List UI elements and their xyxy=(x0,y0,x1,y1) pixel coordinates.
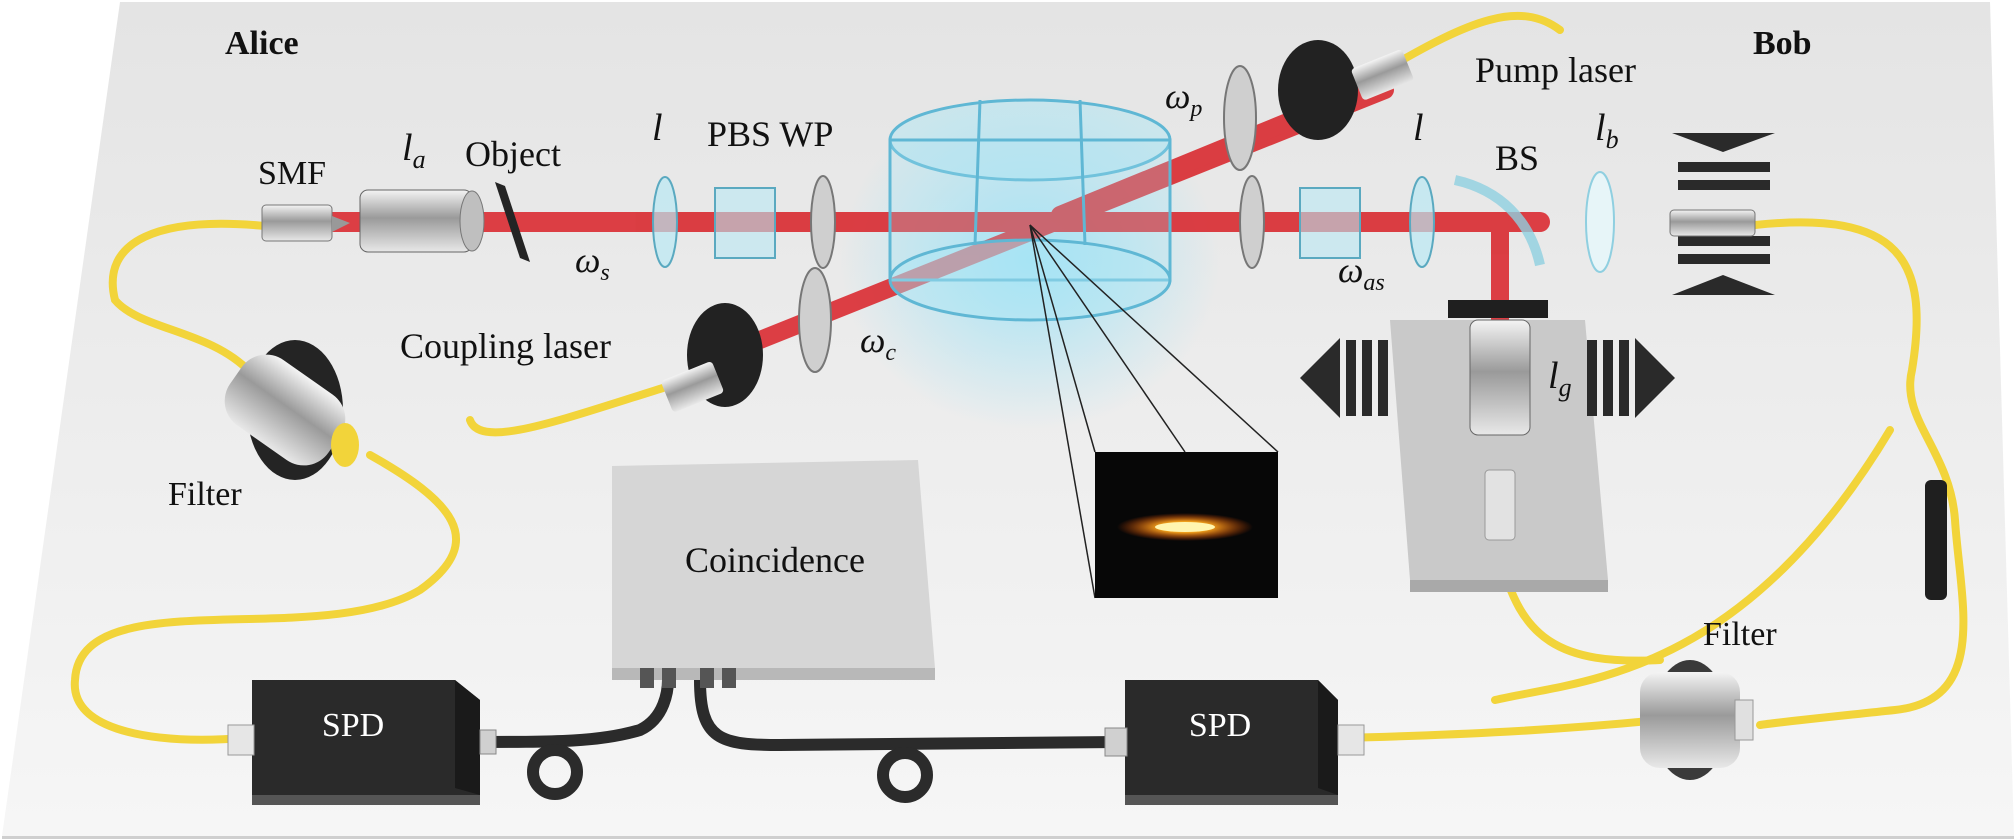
lens-lb xyxy=(1585,171,1615,273)
object-mask xyxy=(495,182,530,262)
smf-label: SMF xyxy=(258,155,326,192)
bs-label: BS xyxy=(1495,138,1539,178)
smf-connector xyxy=(261,204,350,242)
pump-wp xyxy=(1223,65,1257,171)
was-symbol: ωas xyxy=(1338,250,1385,296)
spd-right xyxy=(1104,680,1365,805)
pbs-right xyxy=(1299,187,1361,259)
coincidence-cables xyxy=(457,674,1126,803)
fiber-lg-loop xyxy=(1491,426,1894,704)
object-label: Object xyxy=(465,134,561,174)
stage-arrow-right xyxy=(1587,338,1675,418)
l-right-symbol: l xyxy=(1413,107,1424,149)
wc-symbol: ωc xyxy=(860,320,896,366)
wp-right xyxy=(1239,175,1265,269)
fiber-coupling-laser xyxy=(466,384,667,437)
spd-left-label: SPD xyxy=(322,707,384,744)
fiber-bob-collector xyxy=(1751,218,1968,729)
wp-symbol: ωp xyxy=(1165,76,1202,122)
cloud-glow xyxy=(840,90,1220,430)
coupling-laser-label: Coupling laser xyxy=(400,326,611,366)
pump-collimator xyxy=(1278,40,1414,140)
l-left-symbol: l xyxy=(652,107,663,149)
pbs-left xyxy=(714,187,776,259)
fiber-filter-to-spd-left xyxy=(70,451,461,744)
lens-l-right xyxy=(1409,176,1435,268)
projection-lines xyxy=(1029,224,1279,599)
pbs-wp-label: PBS WP xyxy=(707,114,833,154)
cloud-image-inset xyxy=(1095,452,1278,598)
filter-right-label: Filter xyxy=(1703,616,1777,653)
coincidence-box xyxy=(612,460,935,688)
lens-l-left xyxy=(652,176,678,268)
vapor-cell xyxy=(888,98,1172,322)
lg-mask xyxy=(1448,300,1548,318)
filter-left xyxy=(224,340,359,480)
fiber-filter-to-spd-right xyxy=(1336,716,1664,742)
beam-splitter xyxy=(1453,175,1545,267)
filter-right xyxy=(1640,660,1754,780)
lg-symbol: lg xyxy=(1548,355,1572,402)
lg-objective xyxy=(1469,319,1531,541)
fiber-alice-input xyxy=(108,219,269,376)
coupling-wp xyxy=(798,267,832,373)
coincidence-label: Coincidence xyxy=(685,540,865,580)
lg-stage xyxy=(1390,320,1608,592)
alice-label: Alice xyxy=(225,25,299,62)
filter-left-label: Filter xyxy=(168,476,242,513)
table-edge xyxy=(2,836,2014,839)
lb-arrow xyxy=(1672,133,1775,295)
lb-symbol: lb xyxy=(1595,107,1619,154)
bob-label: Bob xyxy=(1753,25,1812,62)
la-symbol: la xyxy=(402,127,426,174)
wp-left xyxy=(810,175,836,269)
bob-collector xyxy=(1669,209,1756,237)
fiber-pump-laser xyxy=(1381,11,1564,74)
pump-laser-label: Pump laser xyxy=(1475,50,1636,90)
spd-right-label: SPD xyxy=(1189,707,1251,744)
ws-symbol: ωs xyxy=(575,240,610,286)
fiber-sleeve xyxy=(1925,480,1947,600)
stage-arrow-left xyxy=(1300,338,1388,418)
la-lens-tube xyxy=(359,189,485,253)
coupling-collimator xyxy=(661,303,763,412)
spd-left xyxy=(227,680,497,805)
